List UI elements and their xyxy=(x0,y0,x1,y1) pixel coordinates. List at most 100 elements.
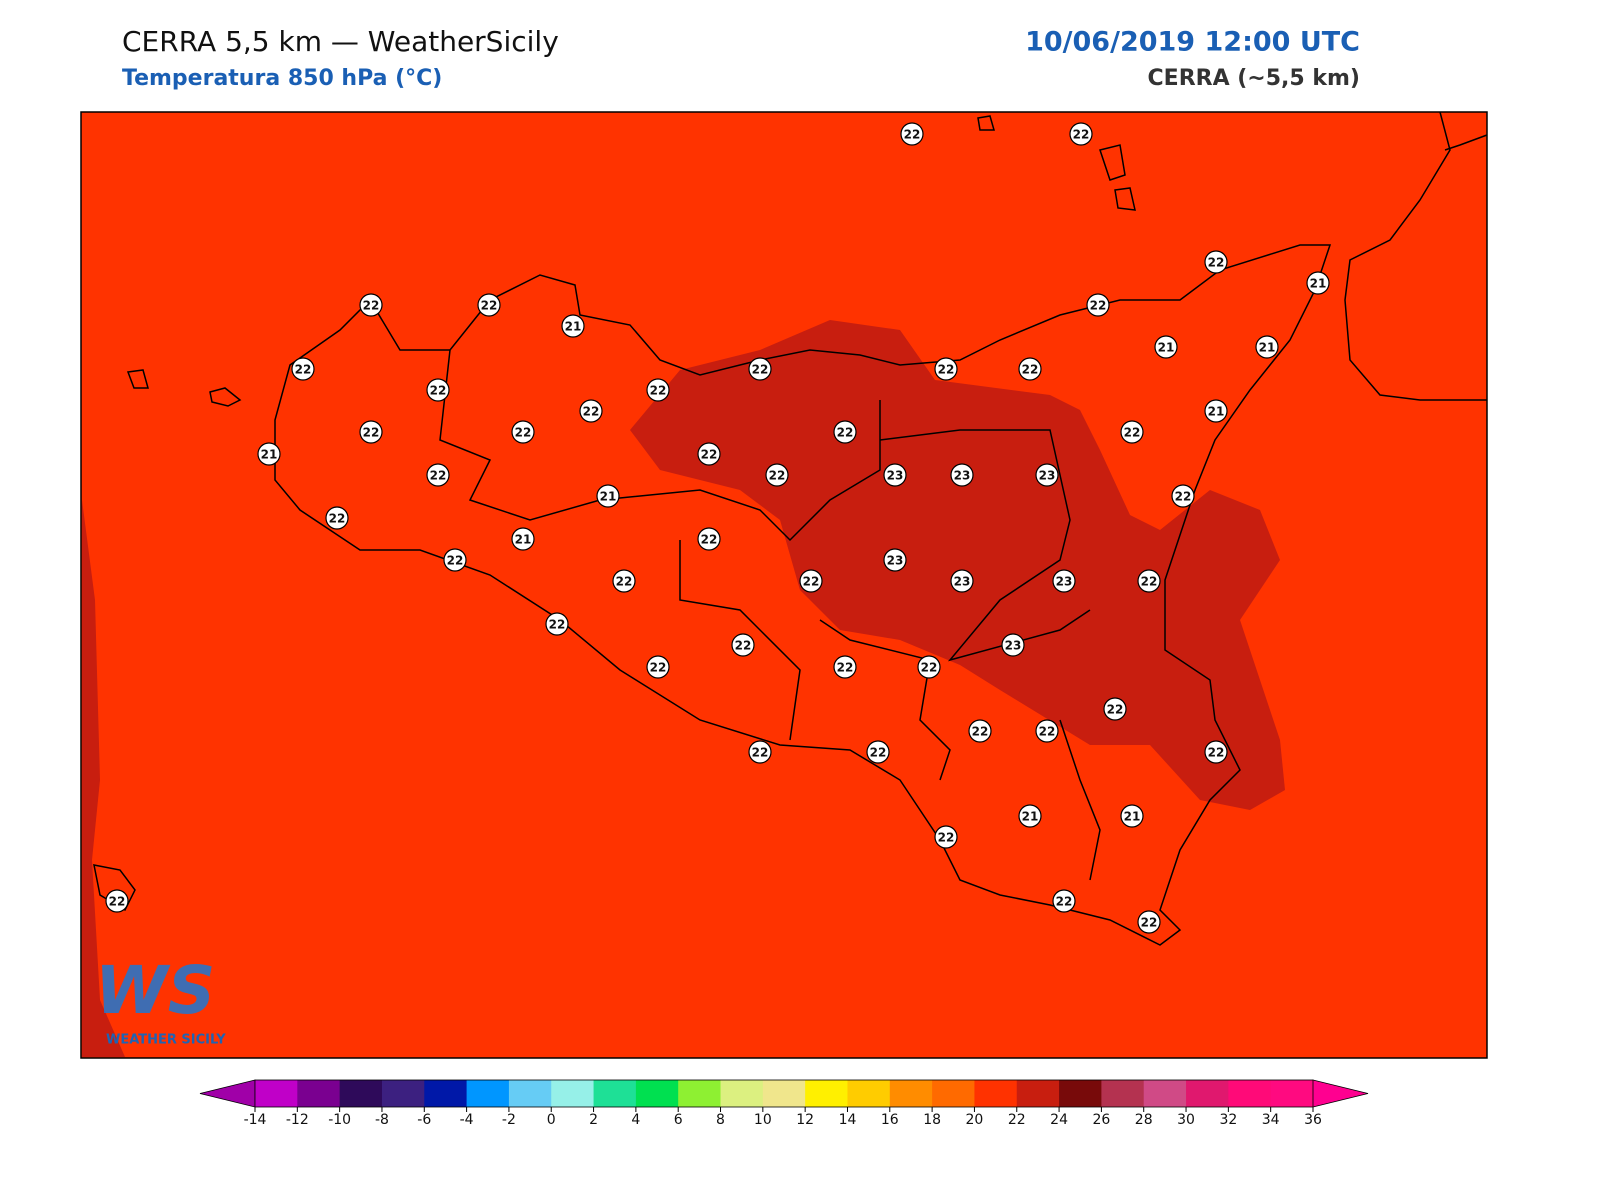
station-marker xyxy=(105,889,129,913)
station-value: 22 xyxy=(481,299,498,313)
colorbar-bin xyxy=(932,1080,975,1107)
colorbar-bin xyxy=(297,1080,341,1107)
station-value: 22 xyxy=(1107,703,1124,717)
station-marker xyxy=(917,655,941,679)
station-value: 21 xyxy=(1310,277,1327,291)
colorbar-bin xyxy=(1270,1080,1314,1107)
colorbar-tick-label: -2 xyxy=(502,1112,516,1128)
station-marker xyxy=(646,378,670,402)
colorbar-bin xyxy=(720,1080,764,1107)
colorbar-bin xyxy=(1101,1080,1145,1107)
station-value: 22 xyxy=(938,363,955,377)
station-value: 22 xyxy=(1039,725,1056,739)
station-marker xyxy=(561,314,585,338)
colorbar-tick-label: 32 xyxy=(1219,1112,1237,1128)
colorbar-tick-label: 12 xyxy=(796,1112,814,1128)
station-value: 22 xyxy=(109,895,126,909)
station-marker xyxy=(748,357,772,381)
station-value: 22 xyxy=(837,426,854,440)
station-value: 21 xyxy=(600,490,617,504)
colorbar-bin xyxy=(847,1080,891,1107)
station-value: 22 xyxy=(1073,128,1090,142)
station-marker xyxy=(426,378,450,402)
station-value: 21 xyxy=(1158,341,1175,355)
colorbar-bin xyxy=(635,1080,679,1107)
station-value: 22 xyxy=(752,363,769,377)
station-marker xyxy=(883,463,907,487)
colorbar-tick-label: 6 xyxy=(674,1112,683,1128)
station-value: 21 xyxy=(261,448,278,462)
coastlines xyxy=(93,111,1488,946)
station-marker xyxy=(596,484,620,508)
colorbar-tick-label: -14 xyxy=(244,1112,267,1128)
station-value: 22 xyxy=(1208,256,1225,270)
station-value: 22 xyxy=(837,661,854,675)
station-marker xyxy=(697,527,721,551)
colorbar-under xyxy=(199,1079,256,1108)
station-marker xyxy=(950,569,974,593)
station-marker xyxy=(1018,804,1042,828)
station-value: 23 xyxy=(887,554,904,568)
colorbar: -14 -12 -10 -8 -6 -4 -2 0 2 4 6 8 10 12 14 16 18 20 22 24 26… xyxy=(199,1079,1369,1128)
station-marker xyxy=(443,548,467,572)
station-value: 22 xyxy=(735,639,752,653)
station-marker xyxy=(934,825,958,849)
station-marker xyxy=(1035,463,1059,487)
station-value: 21 xyxy=(1022,810,1039,824)
station-value: 22 xyxy=(701,533,718,547)
station-marker xyxy=(934,357,958,381)
station-marker xyxy=(1052,569,1076,593)
title: CERRA 5,5 km — WeatherSicily xyxy=(122,25,559,58)
station-marker xyxy=(325,506,349,530)
station-value: 22 xyxy=(515,426,532,440)
station-value: 21 xyxy=(515,533,532,547)
station-marker xyxy=(968,719,992,743)
station-value: 22 xyxy=(1141,916,1158,930)
station-value: 22 xyxy=(430,384,447,398)
station-marker xyxy=(866,740,890,764)
station-marker xyxy=(1120,420,1144,444)
colorbar-bin xyxy=(889,1080,933,1107)
station-value: 23 xyxy=(887,469,904,483)
station-value: 22 xyxy=(295,363,312,377)
colorbar-bin xyxy=(1143,1080,1187,1107)
station-marker xyxy=(833,655,857,679)
colorbar-bin xyxy=(551,1080,595,1107)
station-marker xyxy=(1255,335,1279,359)
station-marker xyxy=(697,442,721,466)
map-frame xyxy=(80,111,1488,1059)
station-value: 22 xyxy=(1208,746,1225,760)
logo-text: WEATHER SICILY xyxy=(106,1033,226,1048)
colorbar-bin xyxy=(339,1080,383,1107)
station-marker xyxy=(1052,889,1076,913)
station-marker xyxy=(511,420,535,444)
colorbar-bin xyxy=(1059,1080,1102,1107)
station-value: 22 xyxy=(803,575,820,589)
subtitle: Temperatura 850 hPa (°C) xyxy=(122,66,442,91)
station-value: 22 xyxy=(1141,575,1158,589)
colorbar-bin xyxy=(678,1080,722,1107)
station-value: 21 xyxy=(1124,810,1141,824)
station-value: 22 xyxy=(650,661,667,675)
station-marker xyxy=(1086,293,1110,317)
station-value: 23 xyxy=(1005,639,1022,653)
station-value: 22 xyxy=(1175,490,1192,504)
colorbar-bin xyxy=(466,1080,510,1107)
colorbar-tick-label: 0 xyxy=(547,1112,556,1128)
colorbar-bin xyxy=(762,1080,806,1107)
colorbar-tick-label: -6 xyxy=(417,1112,431,1128)
colorbar-tick-label: 18 xyxy=(923,1112,941,1128)
colorbar-tick-label: 26 xyxy=(1092,1112,1110,1128)
station-marker xyxy=(883,548,907,572)
station-marker xyxy=(1137,569,1161,593)
station-value: 22 xyxy=(650,384,667,398)
colorbar-over xyxy=(1312,1079,1369,1108)
colorbar-tick-label: 34 xyxy=(1262,1112,1280,1128)
colorbar-tick-label: 30 xyxy=(1177,1112,1195,1128)
station-value: 21 xyxy=(1259,341,1276,355)
colorbar-bin xyxy=(1186,1080,1229,1107)
station-value: 21 xyxy=(1208,405,1225,419)
station-value: 22 xyxy=(701,448,718,462)
station-value: 22 xyxy=(1090,299,1107,313)
colorbar-tick-label: 14 xyxy=(839,1112,857,1128)
